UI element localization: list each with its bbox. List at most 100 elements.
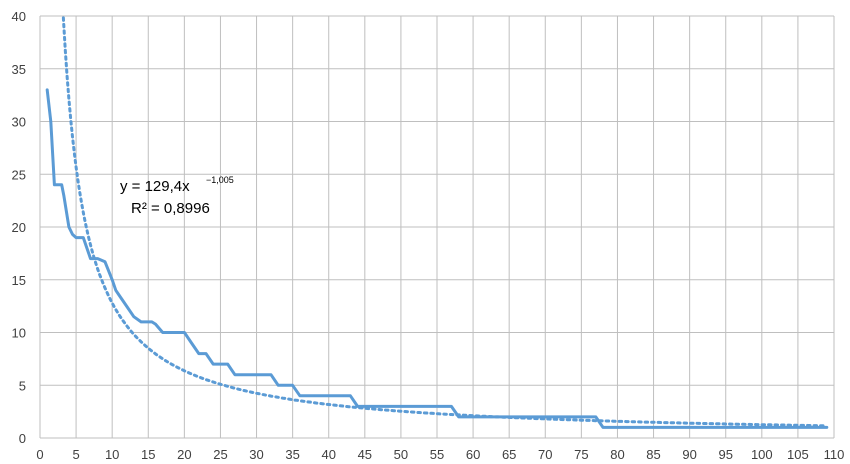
y-tick-label-10: 10 [12, 326, 26, 341]
x-tick-label-55: 55 [430, 447, 444, 462]
x-tick-label-30: 30 [249, 447, 263, 462]
data-point-39 [313, 395, 315, 397]
data-point-51 [508, 416, 510, 418]
data-point-9 [86, 247, 88, 249]
trendline-power [61, 16, 829, 428]
y-tick-label-30: 30 [12, 115, 26, 130]
data-point-31 [234, 374, 236, 376]
annotations: y = 129,4x −1,005 R² = 0,8996 [120, 175, 234, 217]
data-point-20 [155, 323, 156, 325]
data-point-25 [191, 342, 193, 344]
data-point-53 [580, 416, 582, 418]
x-tick-label-105: 105 [787, 447, 809, 462]
data-point-56 [617, 426, 618, 428]
x-tick-label-95: 95 [718, 447, 732, 462]
data-point-0 [46, 89, 48, 91]
data-point-40 [328, 395, 330, 397]
x-tick-label-100: 100 [751, 447, 773, 462]
x-tick-label-85: 85 [646, 447, 660, 462]
data-point-46 [422, 405, 424, 407]
data-point-36 [284, 384, 286, 386]
data-point-14 [115, 289, 117, 291]
data-point-6 [72, 233, 73, 235]
y-tick-label-0: 0 [19, 431, 26, 446]
data-point-58 [689, 426, 691, 428]
data-point-45 [400, 405, 402, 407]
x-tick-label-65: 65 [502, 447, 516, 462]
data-point-23 [176, 332, 178, 333]
y-tick-label-15: 15 [12, 273, 26, 288]
data-point-11 [97, 258, 99, 260]
x-tick-label-25: 25 [213, 447, 227, 462]
data-point-54 [595, 416, 597, 418]
data-point-16 [126, 305, 128, 307]
x-tick-label-45: 45 [358, 447, 372, 462]
data-point-62 [826, 426, 828, 428]
x-tick-labels: 0 5 10 15 20 25 30 35 40 45 50 55 60 65 70 75 80 85 90 95 10… [36, 447, 844, 462]
data-point-4 [63, 194, 65, 196]
data-point-41 [342, 395, 344, 397]
data-point-59 [725, 426, 727, 428]
data-point-22 [169, 332, 171, 333]
trendline-equation: y = 129,4x [120, 178, 190, 195]
data-point-47 [443, 405, 445, 407]
gridlines [39, 15, 835, 439]
x-tick-label-75: 75 [574, 447, 588, 462]
x-tick-label-5: 5 [72, 447, 79, 462]
data-point-24 [183, 332, 185, 333]
x-tick-label-15: 15 [141, 447, 155, 462]
data-point-44 [371, 405, 373, 407]
data-point-18 [140, 321, 142, 323]
y-tick-label-40: 40 [12, 9, 26, 24]
y-tick-label-5: 5 [19, 378, 26, 393]
data-point-13 [111, 279, 113, 281]
y-tick-label-35: 35 [12, 62, 26, 77]
data-point-38 [299, 395, 301, 397]
data-point-30 [227, 363, 229, 365]
y-tick-label-25: 25 [12, 167, 26, 182]
data-point-34 [270, 374, 272, 376]
data-point-49 [458, 416, 460, 418]
x-tick-label-80: 80 [610, 447, 624, 462]
x-tick-label-70: 70 [538, 447, 552, 462]
data-point-28 [212, 363, 214, 365]
data-point-7 [75, 237, 77, 239]
x-tick-label-20: 20 [177, 447, 191, 462]
y-tick-label-20: 20 [12, 220, 26, 235]
data-point-50 [472, 416, 474, 418]
trendline-group [61, 16, 829, 428]
trendline-r-squared: R² = 0,8996 [131, 200, 210, 217]
data-point-10 [90, 258, 91, 260]
x-tick-label-0: 0 [36, 447, 43, 462]
data-point-12 [104, 261, 106, 263]
data-point-27 [205, 353, 207, 355]
data-point-2 [53, 184, 55, 186]
x-tick-label-50: 50 [394, 447, 408, 462]
series-group [45, 88, 829, 429]
x-tick-label-60: 60 [466, 447, 480, 462]
trendline-equation-exponent: −1,005 [206, 175, 234, 185]
x-tick-label-90: 90 [682, 447, 696, 462]
data-point-32 [241, 374, 243, 376]
data-point-37 [292, 384, 294, 386]
data-point-5 [68, 226, 70, 228]
data-point-1 [50, 121, 52, 122]
data-point-21 [162, 332, 164, 333]
x-tick-label-10: 10 [105, 447, 119, 462]
data-point-52 [544, 416, 546, 418]
data-point-19 [151, 321, 153, 323]
x-tick-label-110: 110 [824, 447, 845, 462]
data-point-42 [349, 395, 351, 397]
data-point-61 [797, 426, 799, 428]
data-point-48 [450, 405, 452, 407]
y-tick-labels: 0 5 10 15 20 25 30 35 40 [12, 9, 26, 446]
data-point-29 [220, 363, 221, 365]
data-point-55 [602, 426, 604, 428]
data-point-26 [198, 353, 200, 355]
data-point-17 [133, 316, 135, 318]
data-point-15 [118, 295, 120, 297]
data-point-57 [653, 426, 654, 428]
x-tick-label-40: 40 [321, 447, 335, 462]
